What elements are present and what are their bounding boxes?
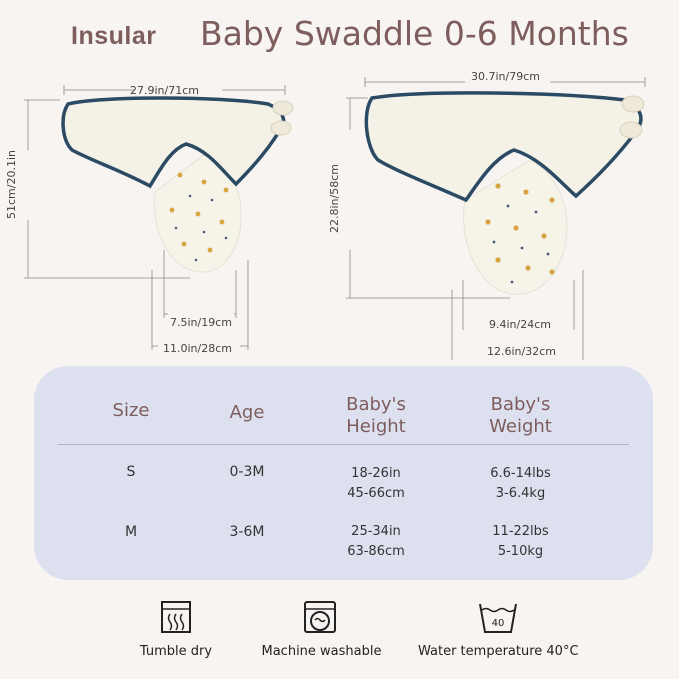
row-weight-lbs: 11-22lbs	[492, 524, 549, 539]
col-header-age: Age	[229, 402, 265, 423]
row-size: S	[126, 464, 136, 480]
size-table: Size Age Baby's Height Baby's Weight S 0…	[34, 366, 653, 580]
row-age: 0-3M	[229, 464, 265, 480]
row-age: 3-6M	[229, 524, 265, 540]
care-label-machine-wash: Machine washable	[261, 644, 382, 659]
row-height-in: 18-26in	[351, 466, 401, 481]
row-size: M	[124, 524, 138, 540]
table-divider	[58, 444, 629, 445]
machine-wash-icon	[304, 601, 336, 633]
brand-logo: Insular	[71, 22, 157, 50]
header: Insular Baby Swaddle 0-6 Months	[0, 0, 679, 70]
small-bottom-label: 11.0in/28cm	[163, 342, 232, 355]
col-header-weight: Baby's Weight	[489, 394, 552, 437]
row-height-cm: 63-86cm	[347, 544, 405, 559]
small-width-label: 27.9in/71cm	[130, 84, 199, 97]
row-height-cm: 45-66cm	[347, 486, 405, 501]
care-label-water-temperature: Water temperature 40°C	[418, 644, 579, 659]
large-height-label: 22.8in/58cm	[328, 164, 341, 233]
swaddle-illustrations	[24, 77, 646, 360]
large-width-label: 30.7in/79cm	[471, 70, 540, 83]
small-height-label: 51cm/20.1in	[5, 150, 18, 219]
water-temperature-badge: 40	[492, 618, 505, 629]
water-temperature-icon: 40	[479, 603, 517, 633]
row-weight-kg: 3-6.4kg	[495, 486, 546, 501]
large-bottom-label: 12.6in/32cm	[487, 345, 556, 358]
row-weight-lbs: 6.6-14lbs	[490, 466, 551, 481]
row-weight-kg: 5-10kg	[497, 544, 544, 559]
row-height-in: 25-34in	[351, 524, 401, 539]
large-inner-label: 9.4in/24cm	[489, 318, 551, 331]
page-title: Baby Swaddle 0-6 Months	[200, 14, 629, 53]
col-header-size: Size	[112, 400, 150, 421]
care-label-tumble-dry: Tumble dry	[139, 644, 213, 659]
tumble-dry-icon	[161, 601, 191, 633]
col-header-height: Baby's Height	[346, 394, 406, 437]
small-inner-label: 7.5in/19cm	[170, 316, 232, 329]
